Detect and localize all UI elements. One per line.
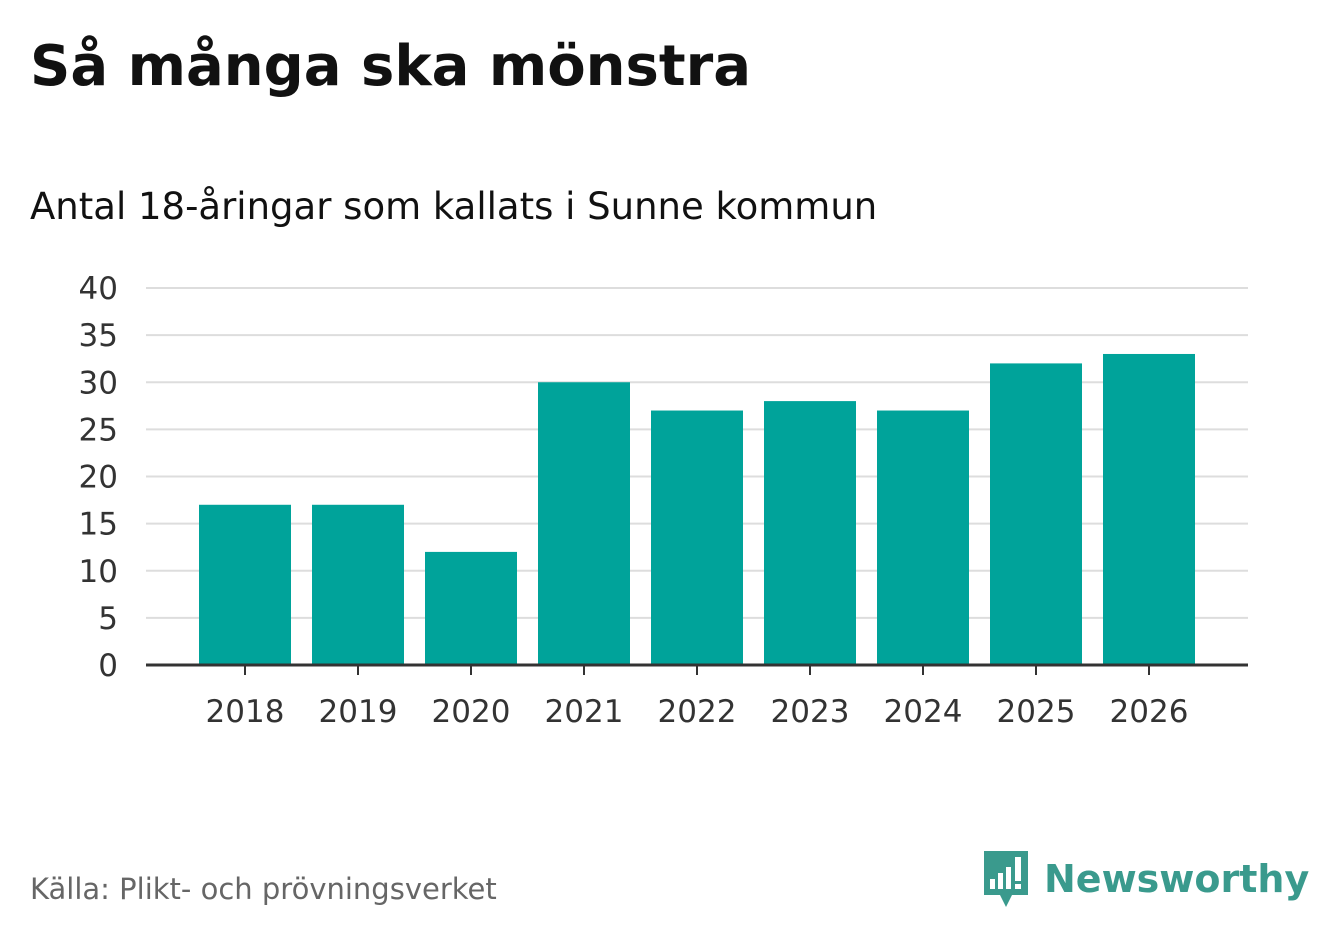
y-tick-label: 5 (98, 601, 118, 637)
bar-2018 (199, 504, 291, 665)
newsworthy-logo-icon (984, 851, 1028, 907)
x-tick-label: 2022 (658, 694, 737, 730)
x-tick-label: 2018 (206, 694, 285, 730)
brand-name: Newsworthy (1044, 857, 1310, 901)
y-tick-label: 30 (79, 365, 118, 401)
y-axis-ticks: 0 5 10 15 20 25 30 35 40 (79, 271, 118, 684)
source-note: Källa: Plikt- och prövningsverket (30, 872, 497, 906)
y-tick-label: 25 (79, 412, 118, 448)
y-tick-label: 10 (79, 554, 118, 590)
x-tick-label: 2026 (1110, 694, 1189, 730)
y-tick-label: 40 (79, 271, 118, 307)
bar-2026 (1103, 353, 1195, 665)
x-tick-label: 2021 (545, 694, 624, 730)
y-tick-label: 15 (79, 507, 118, 543)
bars (199, 353, 1195, 665)
bar-2021 (538, 382, 630, 665)
x-tick-label: 2025 (997, 694, 1076, 730)
chart-title: Så många ska mönstra (30, 34, 752, 99)
x-axis-ticks: 2018 2019 2020 2021 2022 2023 2024 2025 2026 (206, 665, 1189, 730)
bar-2023 (764, 401, 856, 665)
bar-2025 (990, 363, 1082, 665)
chart-subtitle: Antal 18-åringar som kallats i Sunne kom… (30, 185, 878, 228)
y-tick-label: 0 (98, 648, 118, 684)
bar-2024 (877, 410, 969, 665)
bar-2022 (651, 410, 743, 665)
x-tick-label: 2024 (884, 694, 963, 730)
bar-2020 (425, 551, 517, 665)
x-tick-label: 2020 (432, 694, 511, 730)
x-tick-label: 2023 (771, 694, 850, 730)
y-tick-label: 20 (79, 460, 118, 496)
y-tick-label: 35 (79, 318, 118, 354)
brand-logo: Newsworthy (982, 849, 1309, 909)
x-tick-label: 2019 (319, 694, 398, 730)
bar-2019 (312, 504, 404, 665)
